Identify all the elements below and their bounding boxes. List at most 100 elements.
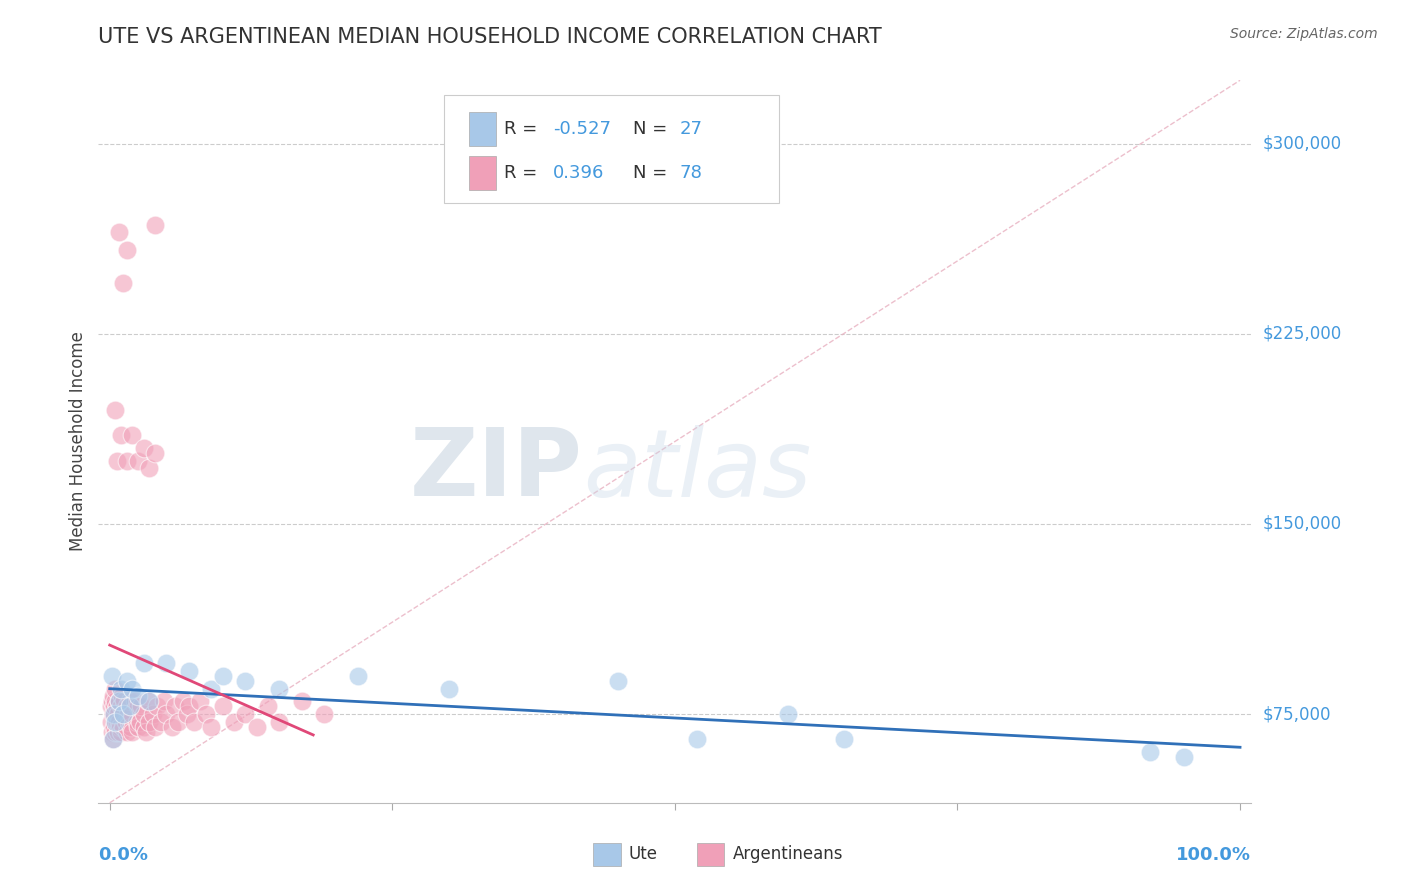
Argentineans [107,694,129,708]
Argentineans [112,720,135,734]
Argentineans [107,226,129,240]
Text: UTE VS ARGENTINEAN MEDIAN HOUSEHOLD INCOME CORRELATION CHART: UTE VS ARGENTINEAN MEDIAN HOUSEHOLD INCO… [98,27,882,46]
Ute [112,707,135,722]
Argentineans [101,690,124,704]
Argentineans [104,402,127,417]
Argentineans [112,276,135,290]
Argentineans [110,724,132,739]
Text: $225,000: $225,000 [1263,325,1341,343]
Argentineans [235,707,257,722]
Ute [107,694,129,708]
Text: $300,000: $300,000 [1263,135,1341,153]
Argentineans [111,690,134,704]
Argentineans [269,714,291,729]
Argentineans [104,681,127,696]
Argentineans [103,699,125,714]
Argentineans [222,714,245,729]
Argentineans [166,714,188,729]
Argentineans [124,694,146,708]
Argentineans [153,694,176,708]
Ute [127,690,149,704]
Argentineans [115,724,138,739]
Argentineans [104,694,127,708]
Ute [177,664,200,678]
Argentineans [194,707,217,722]
FancyBboxPatch shape [697,843,724,866]
Argentineans [121,428,143,442]
Ute [437,681,460,696]
Text: R =: R = [505,164,543,182]
Ute [607,674,630,689]
Text: Source: ZipAtlas.com: Source: ZipAtlas.com [1230,27,1378,41]
Argentineans [314,707,336,722]
Ute [110,681,132,696]
Text: Ute: Ute [628,845,658,863]
Argentineans [127,720,149,734]
Argentineans [115,699,138,714]
FancyBboxPatch shape [444,95,779,203]
Argentineans [246,720,269,734]
Argentineans [127,699,149,714]
Argentineans [108,720,131,734]
Ute [138,694,160,708]
Argentineans [121,724,143,739]
Argentineans [105,699,128,714]
Ute [101,732,124,747]
Argentineans [100,714,122,729]
Y-axis label: Median Household Income: Median Household Income [69,332,87,551]
Text: Argentineans: Argentineans [733,845,844,863]
Ute [686,732,709,747]
FancyBboxPatch shape [468,156,496,190]
Argentineans [177,699,200,714]
Argentineans [121,707,143,722]
Argentineans [142,707,165,722]
Argentineans [211,699,233,714]
Argentineans [138,461,160,475]
Ute [211,669,233,683]
Argentineans [138,714,160,729]
Ute [132,657,155,671]
Argentineans [103,720,125,734]
Argentineans [105,714,128,729]
Text: 0.0%: 0.0% [98,847,149,864]
Argentineans [125,714,148,729]
Argentineans [291,694,314,708]
Argentineans [112,694,135,708]
Argentineans [165,699,187,714]
Argentineans [110,699,132,714]
Argentineans [135,724,157,739]
Ute [776,707,799,722]
Argentineans [107,724,129,739]
Argentineans [101,707,124,722]
Argentineans [132,720,155,734]
Argentineans [101,694,124,708]
Argentineans [143,446,166,460]
Argentineans [115,243,138,257]
Ute [269,681,291,696]
Argentineans [132,707,155,722]
Ute [200,681,222,696]
Argentineans [104,724,127,739]
Ute [1173,750,1195,764]
Argentineans [257,699,280,714]
Ute [155,657,177,671]
Argentineans [143,218,166,232]
Text: $75,000: $75,000 [1263,705,1331,723]
Argentineans [136,694,159,708]
Ute [1139,745,1161,759]
Ute [115,674,138,689]
FancyBboxPatch shape [468,112,496,145]
Ute [120,699,142,714]
Text: $150,000: $150,000 [1263,515,1341,533]
Argentineans [132,441,155,455]
Argentineans [143,720,166,734]
Argentineans [183,714,205,729]
Text: 78: 78 [679,164,703,182]
Argentineans [188,694,211,708]
Text: atlas: atlas [582,425,811,516]
Ute [103,707,125,722]
Argentineans [112,707,135,722]
Argentineans [172,694,194,708]
Argentineans [101,724,124,739]
Text: 100.0%: 100.0% [1177,847,1251,864]
